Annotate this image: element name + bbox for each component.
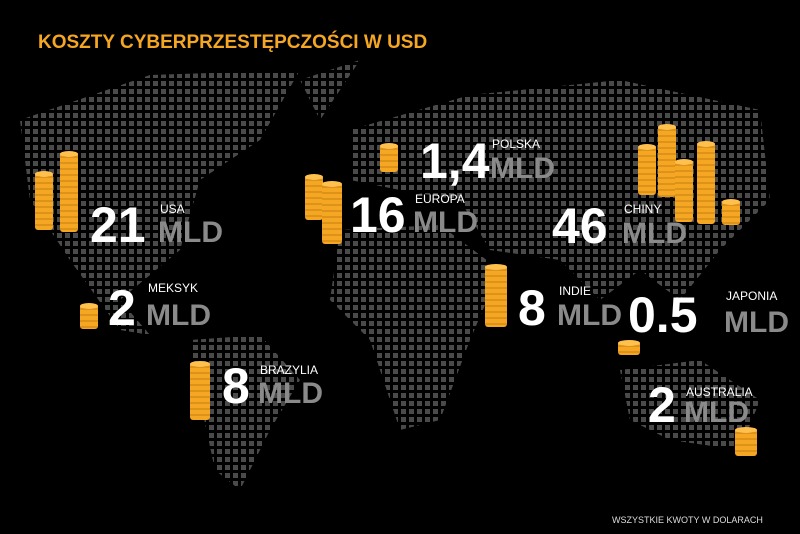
- region-label: JAPONIA: [726, 289, 777, 303]
- coin-top: [80, 303, 98, 309]
- coin-stack: [638, 145, 656, 195]
- coin-stack: [380, 144, 398, 172]
- coin-top: [675, 159, 693, 165]
- amount: 0.5: [628, 287, 698, 343]
- unit: MLD: [413, 206, 478, 239]
- coin-top: [722, 199, 740, 205]
- region-label: AUSTRALIA: [686, 385, 753, 399]
- coin-top: [322, 181, 342, 187]
- amount: 16: [350, 187, 406, 243]
- unit: MLD: [684, 396, 749, 429]
- unit: MLD: [557, 299, 622, 332]
- unit: MLD: [258, 377, 323, 410]
- coin-top: [190, 361, 210, 367]
- title: KOSZTY CYBERPRZESTĘPCZOŚCI W USD: [38, 31, 427, 53]
- unit: MLD: [158, 216, 223, 249]
- unit: MLD: [724, 306, 789, 339]
- coin-top: [35, 171, 53, 177]
- coin-stack: [80, 304, 98, 329]
- coin-stack: [722, 200, 740, 225]
- region-label: MEKSYK: [148, 281, 198, 295]
- coin-top: [305, 174, 323, 180]
- region-label: USA: [160, 202, 185, 216]
- amount: 21: [90, 197, 146, 253]
- footnote: WSZYSTKIE KWOTY W DOLARACH: [612, 515, 763, 525]
- coin-top: [697, 141, 715, 147]
- region-label: INDIE: [559, 284, 591, 298]
- amount: 2: [648, 377, 676, 433]
- amount: 46: [552, 198, 608, 254]
- coin-top: [618, 340, 640, 346]
- region-label: EUROPA: [415, 192, 465, 206]
- coin-top: [658, 124, 676, 130]
- coin-stack: [658, 125, 676, 197]
- amount: 2: [108, 280, 136, 336]
- amount: 8: [518, 280, 546, 336]
- coin-top: [485, 264, 507, 270]
- region-label: BRAZYLIA: [260, 363, 318, 377]
- coin-stack: [735, 428, 757, 456]
- coin-stack: [60, 152, 78, 232]
- unit: MLD: [146, 299, 211, 332]
- region-label: CHINY: [624, 202, 661, 216]
- amount: 1,4: [420, 133, 490, 189]
- coin-top: [60, 151, 78, 157]
- unit: MLD: [622, 217, 687, 250]
- amount: 8: [222, 358, 250, 414]
- region-label: POLSKA: [492, 137, 540, 151]
- coin-top: [380, 143, 398, 149]
- coin-top: [735, 427, 757, 433]
- unit: MLD: [490, 152, 555, 185]
- coin-top: [638, 144, 656, 150]
